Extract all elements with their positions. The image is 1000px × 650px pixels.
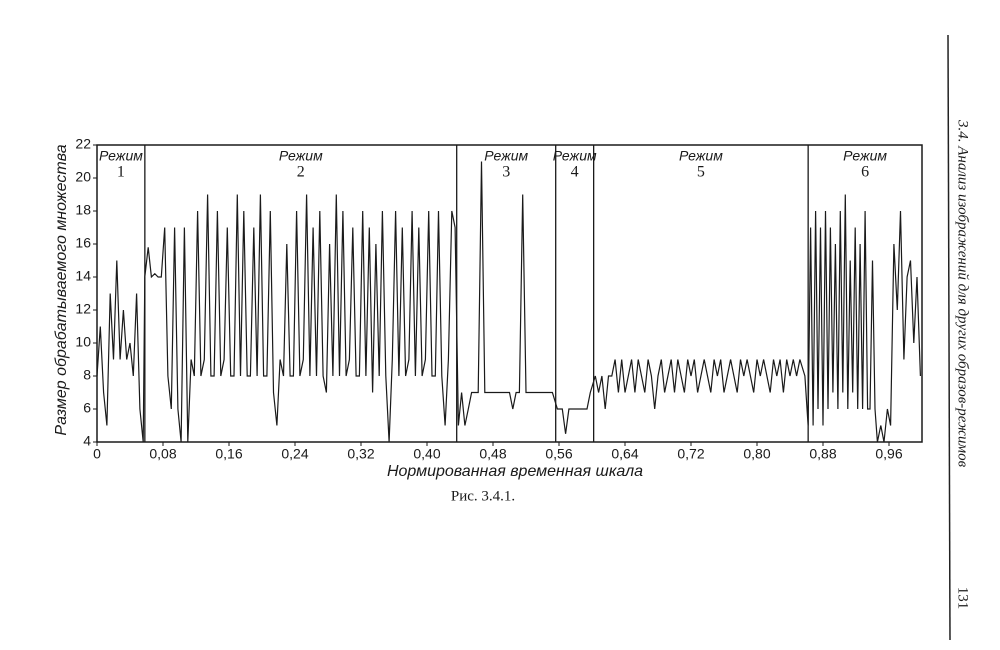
- x-tick-label: 0,48: [479, 446, 506, 462]
- signal-line: [96, 161, 921, 443]
- y-tick-label: 20: [75, 169, 91, 185]
- regime-number: 1: [117, 164, 125, 181]
- x-tick-label: 0,96: [875, 446, 902, 462]
- regime-label: Режим: [279, 148, 323, 164]
- regime-number: 6: [861, 164, 869, 181]
- y-tick-label: 10: [75, 334, 91, 350]
- x-tick-label: 0,40: [413, 446, 440, 462]
- x-tick-label: 0,32: [347, 446, 374, 462]
- margin-rule: [947, 34, 951, 641]
- x-tick-label: 0,08: [149, 446, 176, 462]
- x-tick-label: 0,88: [809, 446, 836, 462]
- regime-label: Режим: [99, 148, 143, 164]
- regime-label: Режим: [484, 148, 528, 164]
- x-axis-label: Нормированная временная шкала: [387, 463, 643, 480]
- x-tick-label: 0,56: [545, 446, 572, 462]
- plot-frame: [96, 144, 923, 443]
- y-tick-label: 22: [75, 136, 91, 152]
- caption: Рис. 3.4.1.: [451, 488, 515, 504]
- y-tick-label: 4: [83, 433, 91, 449]
- x-tick-label: 0,80: [743, 446, 770, 462]
- regime-label: Режим: [679, 148, 723, 164]
- y-tick-label: 8: [83, 367, 91, 383]
- y-axis-label: Размер обрабатываемого множества: [53, 144, 70, 435]
- y-tick-label: 16: [75, 235, 91, 251]
- x-tick-label: 0,64: [611, 446, 638, 462]
- y-tick-label: 18: [75, 202, 91, 218]
- regime-number: 3: [502, 164, 510, 181]
- regime-label: Режим: [553, 148, 597, 164]
- regime-label: Режим: [843, 148, 887, 164]
- y-tick-label: 12: [75, 301, 91, 317]
- x-tick-label: 0,24: [281, 446, 308, 462]
- regime-number: 4: [571, 164, 579, 181]
- y-tick-label: 14: [75, 268, 91, 284]
- x-tick-label: 0: [93, 446, 101, 462]
- regime-number: 5: [697, 164, 705, 181]
- y-tick-label: 6: [83, 400, 91, 416]
- running-head: 3.4. Анализ изображений для других образ…: [955, 119, 971, 468]
- x-tick-label: 0,72: [677, 446, 704, 462]
- page-number: 131: [955, 587, 971, 610]
- x-tick-label: 0,16: [215, 446, 242, 462]
- regime-number: 2: [297, 164, 305, 181]
